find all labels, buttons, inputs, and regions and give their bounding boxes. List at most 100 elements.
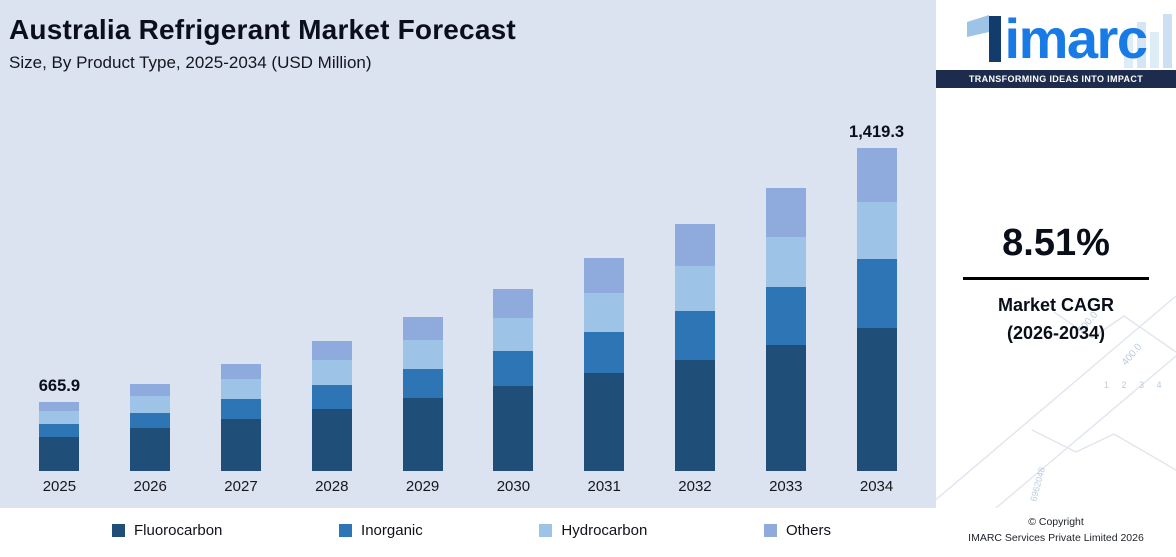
- bar-group-2028: [286, 316, 377, 471]
- x-axis-label-2034: 2034: [859, 478, 894, 495]
- bar-group-2034: 1,419.3: [831, 123, 922, 471]
- bar-segment-others: [311, 341, 352, 361]
- legend: Fluorocarbon Inorganic Hydrocarbon Others: [0, 508, 936, 557]
- bar-value-label: 665.9: [38, 376, 81, 395]
- bar-segment-fluorocarbon: [765, 344, 806, 471]
- imarc-logo-mark-icon: [966, 15, 1001, 62]
- chart-title: Australia Refrigerant Market Forecast: [9, 14, 516, 45]
- bar-group-2026: [105, 359, 196, 471]
- bar-segment-fluorocarbon: [39, 436, 80, 471]
- bar-segment-inorganic: [402, 368, 443, 399]
- x-axis-label-2027: 2027: [224, 478, 258, 495]
- bar-stack-2028: [311, 341, 352, 471]
- bar-stack-2027: [220, 363, 261, 471]
- bar-segment-hydrocarbon: [130, 395, 171, 413]
- legend-item-inorganic: Inorganic: [339, 522, 423, 539]
- bar-segment-inorganic: [130, 412, 171, 429]
- legend-label-hydrocarbon: Hydrocarbon: [561, 522, 648, 539]
- bar-segment-others: [584, 258, 625, 294]
- copyright-line-1: © Copyright: [1028, 516, 1084, 529]
- cagr-label-2: (2026-2034): [1006, 322, 1106, 343]
- imarc-logo-text: imarc: [1004, 7, 1148, 70]
- imarc-tagline: TRANSFORMING IDEAS INTO IMPACT: [936, 70, 1176, 89]
- bar-segment-fluorocarbon: [402, 398, 443, 471]
- bar-segment-inorganic: [765, 287, 806, 345]
- bar-segment-inorganic: [584, 332, 625, 374]
- bar-segment-inorganic: [311, 384, 352, 410]
- legend-item-hydrocarbon: Hydrocarbon: [539, 522, 647, 539]
- bar-segment-inorganic: [674, 310, 715, 360]
- bar-segment-inorganic: [493, 351, 534, 387]
- bar-segment-others: [493, 289, 534, 318]
- legend-item-fluorocarbon: Fluorocarbon: [112, 522, 222, 539]
- x-axis-label-2032: 2032: [678, 478, 712, 495]
- bar-segment-hydrocarbon: [765, 237, 806, 288]
- bar-segment-hydrocarbon: [584, 293, 625, 333]
- watermark-number: 6962048: [1028, 466, 1047, 502]
- bar-group-2030: [468, 264, 559, 471]
- bar-group-2027: [196, 339, 287, 471]
- bar-segment-others: [856, 148, 897, 203]
- legend-label-fluorocarbon: Fluorocarbon: [134, 522, 223, 539]
- copyright: © Copyright IMARC Services Private Limit…: [936, 508, 1176, 557]
- bar-stack-2034: [856, 148, 897, 471]
- cagr-block: 8.51% Market CAGR (2026-2034): [936, 222, 1176, 348]
- bar-segment-hydrocarbon: [493, 317, 534, 352]
- bar-segment-hydrocarbon: [311, 360, 352, 385]
- bar-stack-2030: [493, 289, 534, 471]
- bar-segment-fluorocarbon: [311, 409, 352, 471]
- bar-stack-2031: [584, 258, 625, 471]
- bar-segment-inorganic: [39, 424, 80, 437]
- bar-segment-others: [220, 363, 261, 379]
- bar-segment-others: [39, 401, 80, 411]
- chart-subtitle: Size, By Product Type, 2025-2034 (USD Mi…: [9, 53, 372, 72]
- bar-segment-fluorocarbon: [584, 373, 625, 471]
- x-axis-label-2028: 2028: [315, 478, 349, 495]
- chart-header: Australia Refrigerant Market Forecast Si…: [0, 0, 936, 73]
- top-row: Australia Refrigerant Market Forecast Si…: [0, 0, 1176, 508]
- legend-swatch-hydrocarbon: [539, 524, 553, 537]
- bottom-strip: Fluorocarbon Inorganic Hydrocarbon Others ©…: [0, 508, 1176, 557]
- x-axis: 2025 2026 2027 2028 2029 2030 2031 2032 2033 2034: [0, 471, 936, 508]
- legend-label-others: Others: [785, 522, 831, 539]
- bar-group-2029: [377, 292, 468, 471]
- bar-group-2033: [740, 163, 831, 471]
- bar-segment-hydrocarbon: [220, 378, 261, 400]
- legend-swatch-inorganic: [339, 524, 353, 537]
- bar-stack-2029: [402, 316, 443, 471]
- x-axis-label-2029: 2029: [405, 478, 440, 495]
- x-axis-label-2031: 2031: [587, 478, 621, 495]
- bar-segment-inorganic: [856, 259, 897, 328]
- bar-segment-others: [402, 316, 443, 340]
- x-axis-label-2026: 2026: [133, 478, 167, 495]
- bar-segment-hydrocarbon: [674, 266, 715, 311]
- bar-segment-fluorocarbon: [493, 386, 534, 471]
- bar-group-2032: [650, 199, 741, 471]
- x-axis-label-2033: 2033: [769, 478, 803, 495]
- bar-value-label: 1,419.3: [849, 123, 905, 142]
- bar-segment-others: [130, 384, 171, 396]
- cagr-label-1: Market CAGR: [997, 295, 1115, 315]
- cagr-underline: [963, 277, 1149, 280]
- cagr-value: 8.51%: [1002, 222, 1110, 264]
- bar-group-2025: 665.9: [14, 377, 105, 471]
- legend-label-inorganic: Inorganic: [361, 522, 423, 539]
- chart-panel: Australia Refrigerant Market Forecast Si…: [0, 0, 936, 508]
- sidebar: 500.0 400.0 1 2 3 4 6962048 imarc TRANSF…: [936, 0, 1176, 508]
- bar-segment-inorganic: [220, 399, 261, 420]
- bar-segment-others: [765, 187, 806, 238]
- x-axis-label-2030: 2030: [496, 478, 531, 495]
- sidebar-content: imarc TRANSFORMING IDEAS INTO IMPACT: [936, 0, 1176, 89]
- bar-segment-fluorocarbon: [130, 428, 171, 471]
- watermark-number: 1 2 3 4: [1104, 380, 1167, 390]
- copyright-line-2: IMARC Services Private Limited 2026: [968, 531, 1144, 544]
- bar-segment-others: [674, 224, 715, 267]
- legend-swatch-fluorocarbon: [112, 524, 125, 537]
- bar-group-2031: [559, 233, 650, 471]
- bar-stack-2033: [765, 187, 806, 471]
- bar-segment-fluorocarbon: [856, 327, 897, 471]
- legend-item-others: Others: [763, 522, 831, 539]
- bar-segment-hydrocarbon: [856, 202, 897, 260]
- plot-area: 665.9 1,419.3: [0, 73, 936, 471]
- bar-stack-2025: [39, 401, 80, 471]
